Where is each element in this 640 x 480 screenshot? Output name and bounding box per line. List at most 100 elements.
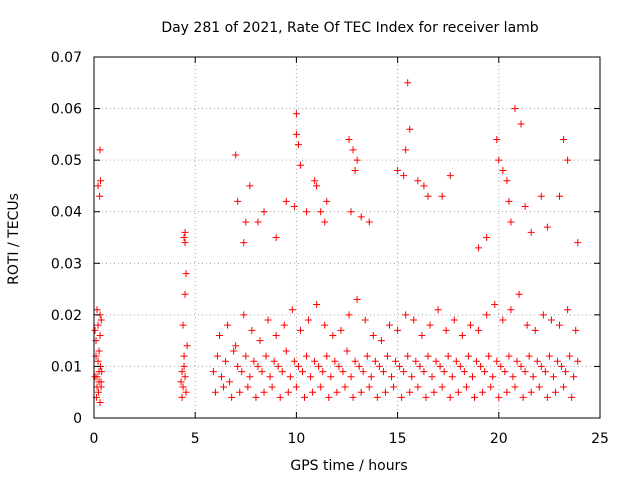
data-points	[91, 79, 582, 407]
data-point	[180, 362, 188, 370]
data-point	[97, 383, 105, 391]
data-point	[525, 352, 533, 360]
data-point	[483, 234, 491, 241]
data-point	[462, 383, 470, 391]
data-point	[495, 393, 503, 401]
data-point	[489, 373, 497, 381]
data-point	[323, 352, 331, 360]
data-point	[420, 182, 428, 190]
data-point	[402, 311, 410, 319]
data-point	[400, 368, 408, 376]
data-point	[321, 218, 329, 226]
data-point	[545, 352, 553, 360]
y-tick-label: 0.04	[51, 205, 82, 221]
data-point	[266, 373, 274, 381]
data-point	[183, 342, 191, 350]
data-point	[529, 373, 537, 381]
data-point	[95, 378, 103, 386]
data-point	[564, 156, 572, 164]
data-point	[345, 136, 353, 144]
data-point	[337, 326, 345, 334]
data-point	[311, 177, 319, 185]
data-point	[349, 393, 357, 401]
data-point	[460, 368, 468, 376]
data-point	[452, 357, 460, 365]
data-point	[507, 306, 515, 314]
data-point	[475, 244, 483, 252]
data-point	[386, 321, 394, 329]
data-point	[412, 357, 420, 365]
data-point	[428, 373, 436, 381]
plot-frame	[93, 56, 601, 419]
y-tick-label: 0.07	[51, 50, 82, 66]
data-point	[464, 352, 472, 360]
data-point	[298, 368, 306, 376]
data-point	[224, 321, 232, 329]
data-point	[440, 368, 448, 376]
data-point	[268, 383, 276, 391]
data-point	[357, 388, 365, 396]
data-point	[442, 326, 450, 334]
data-point	[487, 383, 495, 391]
data-point	[527, 388, 535, 396]
x-tick-label: 10	[287, 431, 305, 447]
data-point	[182, 270, 190, 278]
data-point	[513, 357, 521, 365]
data-point	[313, 301, 321, 309]
data-point	[515, 290, 523, 298]
data-point	[471, 393, 479, 401]
data-point	[381, 388, 389, 396]
data-point	[377, 337, 385, 345]
data-point	[446, 393, 454, 401]
data-point	[410, 316, 418, 324]
data-point	[278, 368, 286, 376]
data-point	[256, 337, 264, 345]
y-tick-label: 0	[73, 411, 82, 427]
data-point	[414, 177, 422, 185]
data-point	[430, 388, 438, 396]
data-point	[424, 192, 432, 200]
data-point	[276, 393, 284, 401]
data-point	[181, 239, 189, 247]
data-point	[307, 373, 315, 381]
data-point	[349, 146, 357, 154]
data-point	[178, 393, 186, 401]
data-point	[406, 388, 414, 396]
data-point	[359, 368, 367, 376]
y-tick-label: 0.01	[51, 359, 82, 375]
data-point	[394, 166, 402, 174]
data-point	[485, 352, 493, 360]
data-point	[209, 368, 217, 376]
data-point	[392, 357, 400, 365]
data-point	[280, 321, 288, 329]
data-point	[236, 388, 244, 396]
data-point	[230, 347, 238, 355]
data-point	[505, 197, 513, 205]
data-point	[556, 321, 564, 329]
data-point	[240, 311, 248, 319]
data-point	[402, 146, 410, 154]
data-point	[468, 373, 476, 381]
data-point	[438, 383, 446, 391]
data-point	[180, 234, 188, 241]
data-point	[420, 368, 428, 376]
y-axis-label: ROTI / TECUs	[6, 193, 22, 285]
data-point	[300, 393, 308, 401]
data-point	[551, 388, 559, 396]
y-axis-ticks: 0 0.01 0.02 0.03 0.04 0.05 0.06 0.07	[51, 50, 600, 427]
data-point	[244, 383, 252, 391]
y-tick-label: 0.05	[51, 153, 82, 169]
data-point	[509, 373, 517, 381]
data-point	[414, 383, 422, 391]
data-point	[566, 352, 574, 360]
data-point	[181, 290, 189, 298]
x-axis-label: GPS time / hours	[290, 458, 407, 474]
data-point	[258, 368, 266, 376]
data-point	[93, 373, 101, 381]
x-tick-label: 0	[90, 431, 99, 447]
data-point	[290, 203, 298, 211]
data-point	[222, 357, 230, 365]
data-point	[353, 295, 361, 303]
data-point	[406, 125, 414, 133]
